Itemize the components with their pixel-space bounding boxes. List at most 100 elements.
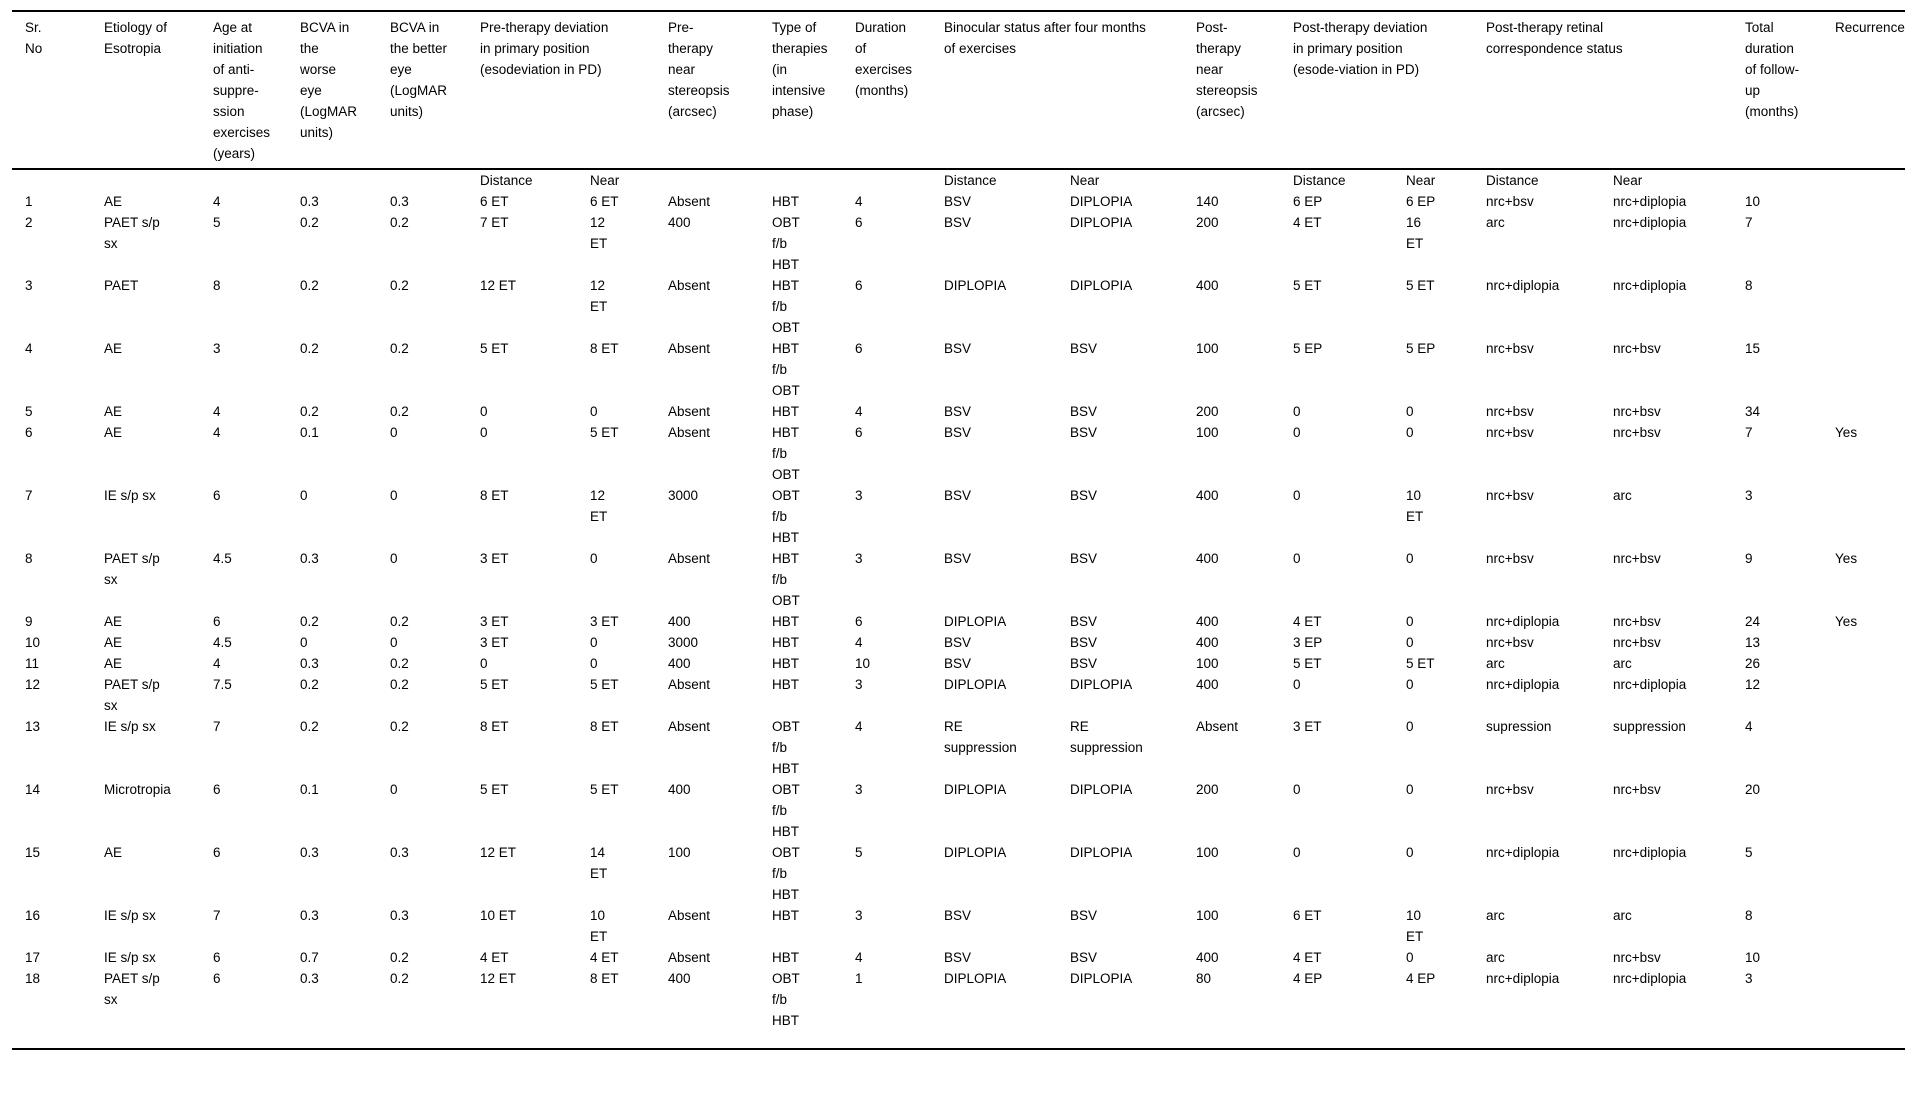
table-cell: BSV [944,425,972,440]
table-cell: HBT [772,656,800,671]
table-cell: PAET [104,278,139,293]
table-cell: 0 [1293,782,1301,797]
table-cell: AE [104,845,123,860]
table-cell: 4 [1745,719,1753,734]
table-cell: 0.3 [300,908,319,923]
table-cell: DIPLOPIA [1070,278,1133,293]
table-row: 10 AE 4.5 0 0 3 ET 0 3000 HBT 4 BSV BSV 400 3 EP 0 nrc+… [12,632,1905,653]
table-cell: 100 [1196,425,1219,440]
table-cell: nrc+bsv [1613,341,1661,356]
table-cell: AE [104,194,123,209]
table-cell: 0.2 [300,341,319,356]
table-cell: 0.2 [390,950,409,965]
table-cell: IE s/p sx [104,950,156,965]
column-header: BCVA in the worse eye (LogMAR units) [300,11,390,170]
table-cell: nrc+bsv [1613,425,1661,440]
table-cell: AE [104,614,123,629]
column-header: Post- therapy near stereopsis (arcsec) [1196,11,1294,170]
table-cell: 5 [25,404,33,419]
table-header: Sr. No Etiology of Esotropia Age at initia… [12,11,1906,170]
table-cell [1835,716,1905,779]
table-cell: 3 [213,341,221,356]
table-cell [1835,779,1905,842]
table-cell: 0 [390,425,398,440]
table-cell: 6 [855,278,863,293]
table-cell: DIPLOPIA [944,278,1007,293]
table-cell: 5 ET [590,782,619,797]
table-cell: 5 ET [1406,656,1435,671]
table-cell: 13 [1745,635,1761,650]
table-cell: 5 [213,215,221,230]
table-cell: 15 [1745,341,1761,356]
table-cell: 1 [25,194,33,209]
table-cell: BSV [944,656,972,671]
table-row: 8 PAET s/p sx 4.5 0.3 0 3 ET 0 Absent HBT f/b OB… [12,548,1905,611]
column-header: Type of therapies (in intensive phase) [772,11,856,170]
table-cell: 6 [213,950,221,965]
table-cell: Absent [668,425,711,440]
table-cell: nrc+bsv [1486,404,1534,419]
table-cell: 100 [1196,845,1219,860]
table-cell: 4 ET [1293,614,1322,629]
table-cell: nrc+bsv [1486,551,1534,566]
table-cell: 0.3 [300,845,319,860]
table-cell: 7 [213,908,221,923]
table-cell: 26 [1745,656,1761,671]
table-cell: 0.2 [390,971,409,986]
table-cell: nrc+diplopia [1486,845,1560,860]
column-header: Recurrence [1835,11,1906,170]
table-cell: 3000 [668,635,699,650]
table-cell: 100 [1196,341,1219,356]
table-cell: 6 [855,341,863,356]
table-cell: 4 [855,950,863,965]
table-cell: 5 [1745,845,1753,860]
table-cell: BSV [1070,551,1098,566]
table-cell: 400 [668,782,691,797]
table-cell: 3 ET [480,551,509,566]
table-cell: Absent [668,341,711,356]
table-cell: 6 [855,614,863,629]
table-cell: nrc+bsv [1613,551,1661,566]
table-cell: suppression [1613,719,1686,734]
table-cell: 6 ET [590,194,619,209]
table-cell: HBT [772,677,800,692]
table-cell: Absent [668,950,711,965]
table-cell: 0 [390,488,398,503]
table-cell: 0.3 [300,971,319,986]
table-cell: HBT [772,908,800,923]
table-cell: 8 [25,551,33,566]
table-cell [1835,191,1905,212]
table-cell: 6 ET [480,194,509,209]
table-cell: 0 [1293,551,1301,566]
table-cell: OBT f/b HBT [772,845,800,902]
table-cell: PAET s/p sx [104,551,160,587]
column-header: Etiology of Esotropia [104,11,213,170]
table-cell: 5 EP [1293,341,1323,356]
table-cell: 400 [1196,551,1219,566]
table-cell: DIPLOPIA [944,677,1007,692]
table-cell: nrc+bsv [1486,425,1534,440]
table-cell: 8 [1745,908,1753,923]
table-cell: 12 ET [590,215,608,251]
table-cell: nrc+diplopia [1613,215,1687,230]
table-cell: 7 ET [480,215,509,230]
table-cell: Absent [668,719,711,734]
table-cell: 1 [855,971,863,986]
table-cell: 400 [1196,488,1219,503]
subcolumn-header: Distance [1293,173,1346,188]
table-row: 15 AE 6 0.3 0.3 12 ET 14 ET 100 OBT f/b HBT 5 DIPL… [12,842,1905,905]
table-cell: 400 [668,215,691,230]
table-cell: 0 [390,635,398,650]
table-cell: 6 [213,782,221,797]
table-cell: 3 ET [480,614,509,629]
table-cell: 0 [1406,425,1414,440]
table-cell: 12 ET [480,845,517,860]
table-cell: 0 [1406,404,1414,419]
table-cell: IE s/p sx [104,908,156,923]
table-cell: 100 [1196,656,1219,671]
table-cell: 4 [855,719,863,734]
table-cell: 0 [590,656,598,671]
table-cell: 400 [1196,677,1219,692]
table-cell: 0 [480,404,488,419]
patient-outcomes-table: Sr. No Etiology of Esotropia Age at initia… [12,10,1906,1031]
